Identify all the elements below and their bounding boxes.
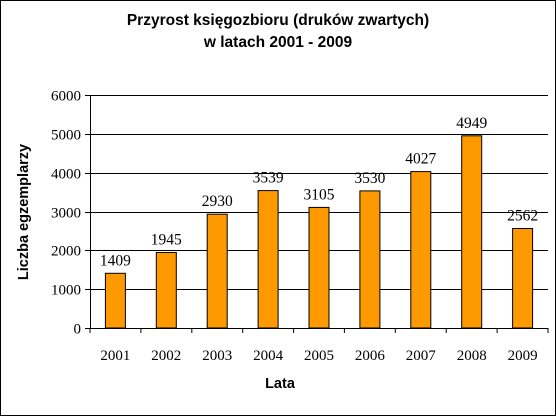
- data-label-2002: 1945: [151, 232, 182, 249]
- bar-2009: [512, 228, 534, 329]
- x-tick-label: 2008: [457, 348, 487, 364]
- x-tick-label: 2003: [202, 348, 232, 364]
- x-tick-label: 2009: [508, 348, 538, 364]
- data-label-2003: 2930: [202, 193, 233, 210]
- bar-2007: [410, 171, 432, 329]
- data-label-2004: 3539: [253, 170, 284, 187]
- chart-title-line-2: w latach 2001 - 2009: [203, 34, 353, 51]
- chart-title-line-1: Przyrost księgozbioru (druków zwartych): [126, 12, 430, 29]
- data-label-2009: 2562: [507, 208, 538, 225]
- x-tick-label: 2006: [355, 348, 386, 364]
- y-tick-label: 2000: [51, 244, 81, 260]
- y-tick-label: 6000: [51, 89, 81, 105]
- bar-2002: [155, 252, 177, 329]
- x-tick-label: 2002: [151, 348, 181, 364]
- bars: [104, 135, 534, 329]
- bar-2004: [257, 190, 279, 329]
- data-label-2008: 4949: [456, 115, 487, 132]
- bar-2008: [461, 135, 483, 329]
- data-label-2006: 3530: [354, 170, 385, 187]
- data-label-2001: 1409: [100, 252, 131, 269]
- data-label-2007: 4027: [405, 151, 436, 168]
- axes: [85, 95, 549, 333]
- bar-2006: [359, 190, 381, 329]
- y-tick-label: 1000: [51, 283, 81, 299]
- chart-title: Przyrost księgozbioru (druków zwartych) …: [0, 10, 556, 54]
- x-axis-label: Lata: [265, 376, 295, 392]
- bar-2005: [308, 206, 330, 329]
- labels: 0 1000 2000 3000 4000 5000 6000 2001 1409 2002 194…: [51, 89, 538, 365]
- x-tick-label: 2005: [304, 348, 334, 364]
- y-axis-label: Liczba egzemplarzy: [16, 143, 32, 281]
- bar-2001: [104, 272, 126, 329]
- x-tick-label: 2001: [100, 348, 130, 364]
- y-tick-label: 4000: [51, 167, 81, 183]
- data-label-2005: 3105: [304, 186, 335, 203]
- y-tick-label: 0: [74, 322, 82, 338]
- bar-2003: [206, 213, 228, 329]
- y-tick-label: 3000: [51, 206, 81, 222]
- x-tick-label: 2007: [406, 348, 437, 364]
- x-tick-label: 2004: [253, 348, 284, 364]
- y-tick-label: 5000: [51, 128, 81, 144]
